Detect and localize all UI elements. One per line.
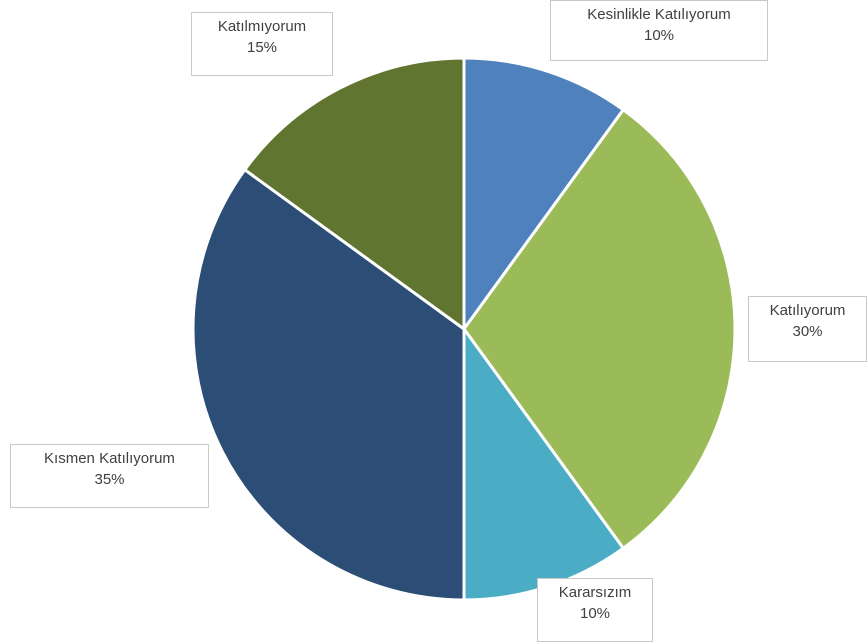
pie-slice-katilmiyorum <box>243 56 466 331</box>
data-label-kararsizim: Kararsızım 10% <box>537 578 653 642</box>
data-label-katilmiyorum: Katılmıyorum 15% <box>191 12 333 76</box>
data-label-kismen-katiliyorum: Kısmen Katılıyorum 35% <box>10 444 209 508</box>
data-label-name: Katılıyorum <box>769 302 846 319</box>
pie-slice-kismen-katiliyorum <box>191 168 466 602</box>
data-label-name: Katılmıyorum <box>217 18 307 35</box>
data-label-value: 35% <box>94 471 125 488</box>
data-label-value: 30% <box>792 323 823 340</box>
data-label-name: Kararsızım <box>558 584 632 601</box>
data-label-value: 10% <box>643 27 675 44</box>
data-label-kesinlikle-katiliyorum: Kesinlikle Katılıyorum 10% <box>550 0 768 61</box>
pie-slice-katiliyorum <box>462 108 737 550</box>
data-label-name: Kesinlikle Katılıyorum <box>587 6 731 23</box>
data-label-katiliyorum: Katılıyorum 30% <box>748 296 867 362</box>
data-label-name: Kısmen Katılıyorum <box>44 450 175 467</box>
data-label-value: 15% <box>246 39 278 56</box>
pie-slice-kesinlikle-katiliyorum <box>462 56 625 331</box>
data-label-value: 10% <box>579 605 611 622</box>
